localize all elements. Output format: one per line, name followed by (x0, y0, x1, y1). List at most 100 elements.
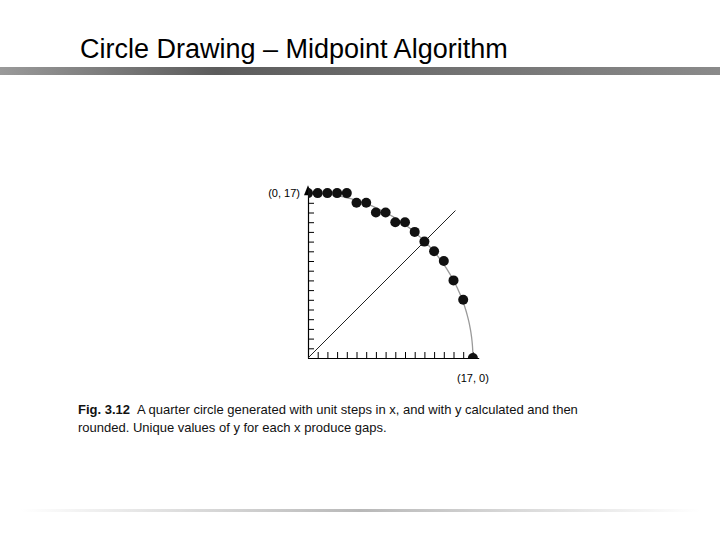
y-tick (308, 213, 314, 214)
x-tick-mark (327, 352, 328, 358)
x-tick-mark (424, 352, 425, 358)
y-tick (308, 290, 314, 291)
plot-area (308, 188, 478, 358)
x-tick-mark (318, 352, 319, 358)
y-tick (308, 329, 314, 330)
data-point (371, 208, 381, 218)
y-tick (308, 310, 314, 311)
caption-line: rounded. Unique values of y for each x p… (78, 420, 387, 435)
x-tick-mark (405, 352, 406, 358)
data-point (313, 188, 323, 198)
x-tick (463, 352, 464, 358)
data-point (429, 246, 439, 256)
x-tick (376, 352, 377, 358)
x-tick (347, 352, 348, 358)
y-tick (308, 339, 314, 340)
slide: Circle Drawing – Midpoint Algorithm (0, 1… (0, 0, 720, 540)
y-tick (308, 222, 314, 223)
x-tick (444, 352, 445, 358)
y-tick (308, 300, 314, 301)
x-tick-mark (434, 352, 435, 358)
y-axis (308, 188, 314, 359)
x-tick-mark (415, 352, 416, 358)
x-tick-mark (366, 352, 367, 358)
x-tick-mark (395, 352, 396, 358)
y-tick-mark (308, 203, 314, 204)
data-point (332, 188, 342, 198)
data-point (449, 275, 459, 285)
x-tick (454, 352, 455, 358)
reference-circle (308, 193, 473, 358)
x-tick (434, 352, 435, 358)
x-tick (415, 352, 416, 358)
y-tick-mark (308, 339, 314, 340)
x-tick-mark (463, 352, 464, 358)
caption: Fig. 3.12 A quarter circle generated with… (78, 402, 578, 435)
data-point (458, 295, 468, 305)
y-tick-mark (308, 290, 314, 291)
x-tick-mark (337, 352, 338, 358)
y-tick-mark (308, 358, 314, 359)
x-tick (366, 352, 367, 358)
y-tick-mark (308, 232, 314, 233)
x-axis-line (309, 358, 480, 359)
annotation: (17, 0) (457, 372, 489, 384)
y-tick-mark (308, 213, 314, 214)
x-tick (424, 352, 425, 358)
x-tick-mark (444, 352, 445, 358)
data-point (410, 227, 420, 237)
data-point (468, 353, 478, 358)
reference-line (308, 211, 455, 358)
x-tick (327, 352, 328, 358)
data-point (419, 237, 429, 247)
y-tick-mark (308, 329, 314, 330)
y-tick (308, 242, 314, 243)
annotation: (0, 17) (268, 187, 300, 199)
y-tick-mark (308, 261, 314, 262)
data-point (400, 217, 410, 227)
x-tick (405, 352, 406, 358)
x-tick-mark (376, 352, 377, 358)
y-tick (308, 261, 314, 262)
y-tick (308, 280, 314, 281)
x-tick-mark (386, 352, 387, 358)
data-point (390, 217, 400, 227)
data-point (439, 256, 449, 266)
y-tick-mark (308, 348, 314, 349)
data-point (352, 198, 362, 208)
data-point (381, 208, 391, 218)
y-tick-mark (308, 310, 314, 311)
y-tick (308, 203, 314, 204)
y-tick-mark (308, 251, 314, 252)
x-tick-mark (454, 352, 455, 358)
x-tick (386, 352, 387, 358)
header-bar (0, 67, 720, 75)
data-point (322, 188, 332, 198)
x-tick (357, 352, 358, 358)
y-tick-mark (308, 222, 314, 223)
x-tick (337, 352, 338, 358)
y-tick-mark (308, 300, 314, 301)
slide-title: Circle Drawing – Midpoint Algorithm (80, 34, 508, 64)
data-point (361, 198, 371, 208)
y-tick-mark (308, 280, 314, 281)
x-tick-mark (347, 352, 348, 358)
x-axis (309, 352, 480, 359)
x-tick-mark (357, 352, 358, 358)
y-tick (308, 348, 314, 349)
y-tick-mark (308, 271, 314, 272)
footer-line (20, 509, 700, 512)
y-tick (308, 271, 314, 272)
data-point (342, 188, 352, 198)
y-tick-mark (308, 242, 314, 243)
y-tick (308, 319, 314, 320)
y-tick-mark (308, 319, 314, 320)
caption-line: A quarter circle generated with unit ste… (137, 402, 578, 417)
y-tick (308, 251, 314, 252)
x-tick (318, 352, 319, 358)
data-point (308, 188, 313, 198)
y-tick (308, 232, 314, 233)
x-tick (395, 352, 396, 358)
figure-label: Fig. 3.12 (78, 402, 130, 417)
y-tick (308, 358, 314, 359)
